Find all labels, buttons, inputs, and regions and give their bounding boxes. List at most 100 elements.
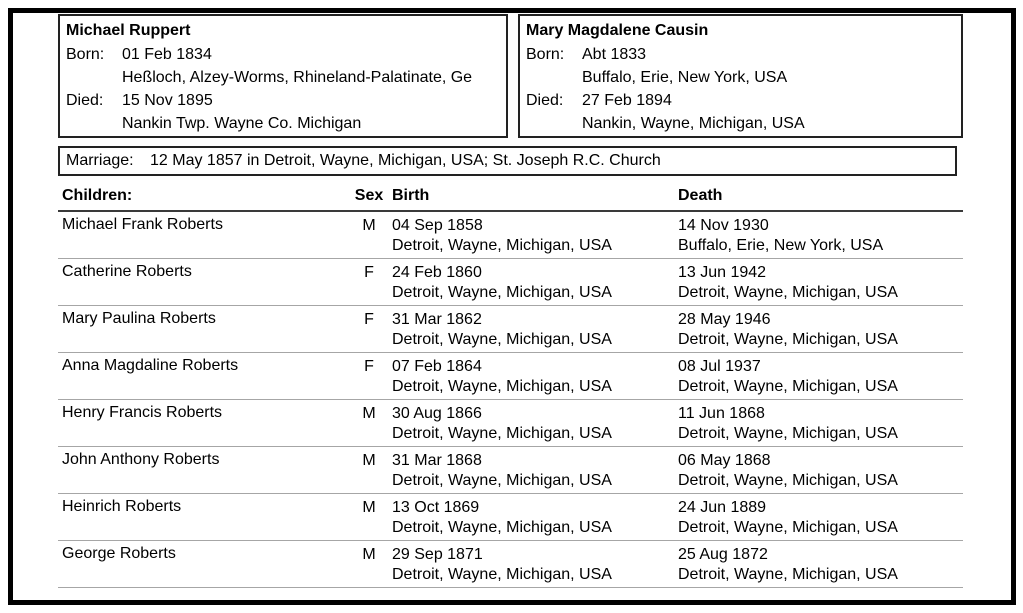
child-death-date: 08 Jul 1937 <box>678 358 761 375</box>
marriage-box: Marriage: 12 May 1857 in Detroit, Wayne, … <box>58 146 957 176</box>
children-rows: Michael Frank Roberts M 04 Sep 1858 Detr… <box>58 212 963 588</box>
child-name: Henry Francis Roberts <box>62 404 223 421</box>
child-death: 06 May 1868 Detroit, Wayne, Michigan, US… <box>678 451 898 491</box>
table-row: George Roberts M 29 Sep 1871 Detroit, Wa… <box>58 541 963 588</box>
child-birth-date: 31 Mar 1862 <box>392 311 482 328</box>
wife-died-place: Nankin, Wayne, Michigan, USA <box>582 115 805 132</box>
table-row: Michael Frank Roberts M 04 Sep 1858 Detr… <box>58 212 963 259</box>
wife-born-label: Born: <box>526 46 565 63</box>
table-row: Anna Magdaline Roberts F 07 Feb 1864 Det… <box>58 353 963 400</box>
child-birth-date: 24 Feb 1860 <box>392 264 482 281</box>
child-birth-date: 29 Sep 1871 <box>392 546 483 563</box>
child-death-place: Detroit, Wayne, Michigan, USA <box>678 472 898 489</box>
child-death: 25 Aug 1872 Detroit, Wayne, Michigan, US… <box>678 545 898 585</box>
child-birth-date: 07 Feb 1864 <box>392 358 482 375</box>
child-birth-date: 30 Aug 1866 <box>392 405 482 422</box>
child-birth-date: 04 Sep 1858 <box>392 217 483 234</box>
child-death: 11 Jun 1868 Detroit, Wayne, Michigan, US… <box>678 404 898 444</box>
child-name: John Anthony Roberts <box>62 451 220 468</box>
child-death: 13 Jun 1942 Detroit, Wayne, Michigan, US… <box>678 263 898 303</box>
child-birth: 04 Sep 1858 Detroit, Wayne, Michigan, US… <box>392 216 612 256</box>
child-death-date: 14 Nov 1930 <box>678 217 769 234</box>
child-birth-date: 31 Mar 1868 <box>392 452 482 469</box>
wife-born-date: Abt 1833 <box>582 46 647 63</box>
marriage-value: 12 May 1857 in Detroit, Wayne, Michigan,… <box>150 152 661 169</box>
child-sex: M <box>362 452 376 469</box>
child-death-place: Detroit, Wayne, Michigan, USA <box>678 566 898 583</box>
husband-born-place: Heßloch, Alzey-Worms, Rhineland-Palatina… <box>122 69 473 86</box>
child-death: 08 Jul 1937 Detroit, Wayne, Michigan, US… <box>678 357 898 397</box>
wife-died-date: 27 Feb 1894 <box>582 92 672 109</box>
child-name: Catherine Roberts <box>62 263 192 280</box>
child-name: Mary Paulina Roberts <box>62 310 216 327</box>
child-sex: M <box>362 546 376 563</box>
husband-died-date: 15 Nov 1895 <box>122 92 213 109</box>
table-row: Henry Francis Roberts M 30 Aug 1866 Detr… <box>58 400 963 447</box>
wife-born-place: Buffalo, Erie, New York, USA <box>582 69 788 86</box>
children-table-header: Children: Sex Birth Death <box>58 185 963 212</box>
child-sex: F <box>364 264 374 281</box>
child-death-place: Detroit, Wayne, Michigan, USA <box>678 425 898 442</box>
wife-name: Mary Magdalene Causin <box>526 22 709 39</box>
husband-born-label: Born: <box>66 46 105 63</box>
child-name: Michael Frank Roberts <box>62 216 223 233</box>
child-birth-place: Detroit, Wayne, Michigan, USA <box>392 378 612 395</box>
husband-box: Michael Ruppert Born: 01 Feb 1834 Heßloc… <box>58 14 508 138</box>
marriage-label: Marriage: <box>66 152 134 169</box>
wife-died-label: Died: <box>526 92 564 109</box>
child-birth: 07 Feb 1864 Detroit, Wayne, Michigan, US… <box>392 357 612 397</box>
child-birth: 24 Feb 1860 Detroit, Wayne, Michigan, US… <box>392 263 612 303</box>
child-birth-place: Detroit, Wayne, Michigan, USA <box>392 331 612 348</box>
child-death-date: 06 May 1868 <box>678 452 771 469</box>
child-death-date: 11 Jun 1868 <box>678 405 765 422</box>
header-children: Children: <box>62 187 133 204</box>
header-birth: Birth <box>392 187 430 204</box>
child-death-date: 13 Jun 1942 <box>678 264 767 281</box>
child-death-place: Detroit, Wayne, Michigan, USA <box>678 519 898 536</box>
child-death-place: Detroit, Wayne, Michigan, USA <box>678 331 898 348</box>
child-birth-place: Detroit, Wayne, Michigan, USA <box>392 566 612 583</box>
spacer <box>66 112 122 135</box>
wife-details: Born: Abt 1833 Buffalo, Erie, New York, … <box>526 43 955 135</box>
child-birth-place: Detroit, Wayne, Michigan, USA <box>392 284 612 301</box>
child-birth-place: Detroit, Wayne, Michigan, USA <box>392 425 612 442</box>
header-death: Death <box>678 187 723 204</box>
table-row: John Anthony Roberts M 31 Mar 1868 Detro… <box>58 447 963 494</box>
child-birth-place: Detroit, Wayne, Michigan, USA <box>392 472 612 489</box>
child-name: George Roberts <box>62 545 176 562</box>
child-death: 28 May 1946 Detroit, Wayne, Michigan, US… <box>678 310 898 350</box>
child-death-date: 25 Aug 1872 <box>678 546 768 563</box>
child-sex: F <box>364 311 374 328</box>
spacer <box>526 66 582 89</box>
child-death-place: Detroit, Wayne, Michigan, USA <box>678 378 898 395</box>
child-name: Anna Magdaline Roberts <box>62 357 239 374</box>
child-birth: 31 Mar 1868 Detroit, Wayne, Michigan, US… <box>392 451 612 491</box>
child-birth: 13 Oct 1869 Detroit, Wayne, Michigan, US… <box>392 498 612 538</box>
child-sex: M <box>362 217 376 234</box>
child-birth: 29 Sep 1871 Detroit, Wayne, Michigan, US… <box>392 545 612 585</box>
child-name: Heinrich Roberts <box>62 498 182 515</box>
husband-born-date: 01 Feb 1834 <box>122 46 212 63</box>
wife-box: Mary Magdalene Causin Born: Abt 1833 Buf… <box>518 14 963 138</box>
husband-details: Born: 01 Feb 1834 Heßloch, Alzey-Worms, … <box>66 43 500 135</box>
child-sex: M <box>362 405 376 422</box>
table-row: Heinrich Roberts M 13 Oct 1869 Detroit, … <box>58 494 963 541</box>
child-birth: 31 Mar 1862 Detroit, Wayne, Michigan, US… <box>392 310 612 350</box>
child-death: 24 Jun 1889 Detroit, Wayne, Michigan, US… <box>678 498 898 538</box>
child-birth-date: 13 Oct 1869 <box>392 499 480 516</box>
husband-name: Michael Ruppert <box>66 22 191 39</box>
husband-died-place: Nankin Twp. Wayne Co. Michigan <box>122 115 362 132</box>
spacer <box>526 112 582 135</box>
child-death-date: 28 May 1946 <box>678 311 771 328</box>
spacer <box>66 66 122 89</box>
child-death: 14 Nov 1930 Buffalo, Erie, New York, USA <box>678 216 883 256</box>
child-sex: F <box>364 358 374 375</box>
child-death-place: Detroit, Wayne, Michigan, USA <box>678 284 898 301</box>
husband-died-label: Died: <box>66 92 104 109</box>
child-death-date: 24 Jun 1889 <box>678 499 767 516</box>
child-birth: 30 Aug 1866 Detroit, Wayne, Michigan, US… <box>392 404 612 444</box>
header-sex: Sex <box>354 187 384 204</box>
child-death-place: Buffalo, Erie, New York, USA <box>678 237 884 254</box>
child-birth-place: Detroit, Wayne, Michigan, USA <box>392 519 612 536</box>
